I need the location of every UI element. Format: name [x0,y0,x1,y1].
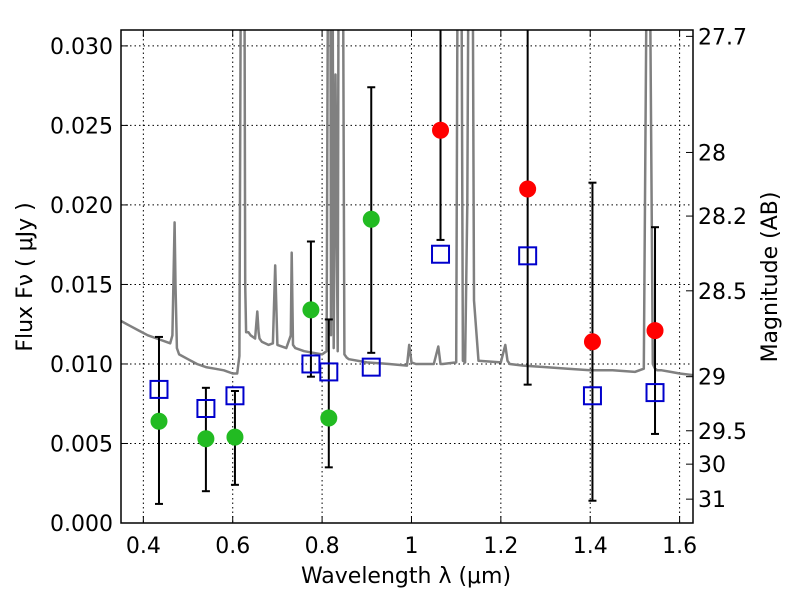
green-point [320,409,338,427]
plot-area [121,30,693,523]
y-tick-label: 0.000 [50,512,113,537]
x-tick-label: 0.6 [215,534,250,559]
x-tick-label: 1.6 [662,534,697,559]
axes: 0.4 0.6 0.8 1 1.2 1.4 1.6 0.000 0.005 0.010 0.015 0… [50,25,747,559]
red-point [583,333,601,351]
y2-tick-label: 28 [698,141,726,166]
square-point [196,398,216,418]
green-point [197,430,215,448]
green-point [226,428,244,446]
square-point [319,362,339,382]
red-point [432,121,450,139]
x-tick-label: 0.8 [305,534,340,559]
x-axis-label: Wavelength λ (μm) [301,564,511,589]
plot-frame [120,29,694,524]
y-tick-label: 0.010 [50,353,113,378]
green-point [150,412,168,430]
square-point [225,386,245,406]
square-point [361,357,381,377]
y-axis-label: Flux Fν ( μJy ) [13,202,38,351]
y-tick-label: 0.030 [50,35,113,60]
green-point [302,301,320,319]
y2-tick-label: 27.7 [698,25,747,50]
y2-tick-label: 28.5 [698,280,747,305]
y-tick-label: 0.015 [50,273,113,298]
y2-tick-label: 29.5 [698,420,747,445]
y2-axis-label: Magnitude (AB) [758,192,783,363]
x-tick-label: 0.4 [126,534,161,559]
square-point [518,246,538,266]
y2-tick-label: 28.2 [698,205,747,230]
red-point [646,322,664,340]
plot-series [121,30,693,505]
square-point [645,383,665,403]
x-tick-label: 1.4 [573,534,608,559]
y2-tick-label: 31 [698,488,726,513]
y-tick-label: 0.020 [50,194,113,219]
grid [121,30,693,524]
y2-tick-label: 30 [698,453,726,478]
x-tick-label: 1 [404,534,418,559]
x-tick-label: 1.2 [483,534,518,559]
square-point [149,379,169,399]
y-tick-label: 0.025 [50,114,113,139]
y-tick-label: 0.005 [50,432,113,457]
square-point [582,386,602,406]
y2-tick-label: 29 [698,366,726,391]
red-point [519,180,537,198]
green-point [362,210,380,228]
square-point [431,244,451,264]
spectrum-line [121,30,693,377]
